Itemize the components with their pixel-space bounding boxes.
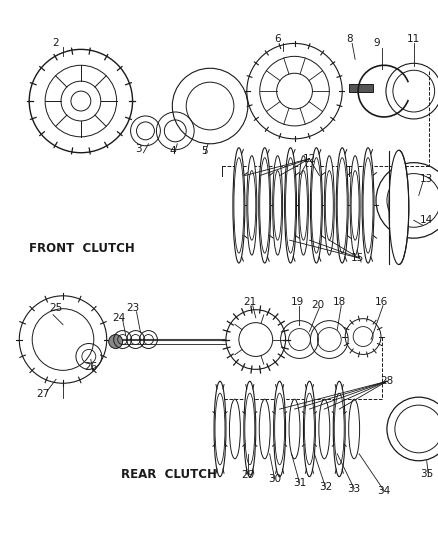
Text: 23: 23 [126, 303, 139, 313]
Ellipse shape [310, 148, 321, 263]
Text: 12: 12 [302, 154, 315, 164]
Text: 30: 30 [268, 474, 281, 483]
Ellipse shape [324, 156, 333, 255]
Ellipse shape [233, 148, 244, 263]
Ellipse shape [214, 381, 226, 477]
Ellipse shape [273, 381, 285, 477]
Text: 14: 14 [419, 215, 432, 225]
Text: 34: 34 [377, 486, 390, 496]
Text: FRONT  CLUTCH: FRONT CLUTCH [29, 241, 134, 255]
Text: REAR  CLUTCH: REAR CLUTCH [120, 468, 216, 481]
Ellipse shape [247, 171, 255, 240]
Circle shape [109, 335, 122, 349]
Text: 8: 8 [345, 35, 352, 44]
Ellipse shape [333, 393, 343, 465]
Ellipse shape [215, 393, 224, 465]
Text: 4: 4 [169, 146, 175, 156]
Ellipse shape [311, 158, 321, 253]
Ellipse shape [298, 156, 308, 255]
Text: 2: 2 [53, 38, 59, 49]
Text: 11: 11 [406, 35, 420, 44]
Ellipse shape [350, 156, 359, 255]
Text: 35: 35 [419, 469, 432, 479]
Text: 31: 31 [292, 478, 305, 488]
Text: 13: 13 [419, 174, 432, 183]
Ellipse shape [273, 171, 281, 240]
Ellipse shape [348, 399, 359, 459]
Ellipse shape [332, 381, 344, 477]
Text: 19: 19 [290, 297, 304, 307]
Ellipse shape [243, 381, 255, 477]
Ellipse shape [285, 158, 295, 253]
Text: 16: 16 [374, 297, 387, 307]
Text: 5: 5 [200, 146, 207, 156]
Ellipse shape [259, 399, 269, 459]
Ellipse shape [233, 158, 243, 253]
Text: 24: 24 [112, 313, 125, 322]
Text: 28: 28 [379, 376, 392, 386]
Ellipse shape [284, 148, 296, 263]
Ellipse shape [274, 393, 284, 465]
Ellipse shape [336, 158, 346, 253]
Ellipse shape [350, 171, 358, 240]
Ellipse shape [259, 158, 269, 253]
Text: 15: 15 [350, 253, 363, 263]
Ellipse shape [246, 156, 256, 255]
Text: 21: 21 [243, 297, 256, 307]
Text: 29: 29 [240, 470, 254, 480]
Text: 25: 25 [49, 303, 63, 313]
Ellipse shape [288, 399, 299, 459]
Text: 32: 32 [318, 482, 331, 491]
Ellipse shape [318, 399, 329, 459]
Ellipse shape [258, 148, 270, 263]
Ellipse shape [272, 156, 282, 255]
Bar [348, 84, 372, 92]
Ellipse shape [304, 393, 314, 465]
Text: 6: 6 [274, 35, 280, 44]
Ellipse shape [299, 171, 307, 240]
Ellipse shape [361, 148, 373, 263]
Ellipse shape [325, 171, 332, 240]
Text: 26: 26 [84, 362, 97, 373]
Text: 20: 20 [310, 300, 323, 310]
Text: 3: 3 [135, 144, 141, 154]
Text: 27: 27 [36, 389, 49, 399]
Ellipse shape [388, 150, 408, 264]
Text: 18: 18 [332, 297, 345, 307]
Ellipse shape [229, 399, 240, 459]
Ellipse shape [362, 158, 372, 253]
Text: 33: 33 [347, 483, 360, 494]
Ellipse shape [303, 381, 314, 477]
Ellipse shape [244, 393, 254, 465]
Text: 9: 9 [373, 38, 379, 49]
Ellipse shape [336, 148, 347, 263]
